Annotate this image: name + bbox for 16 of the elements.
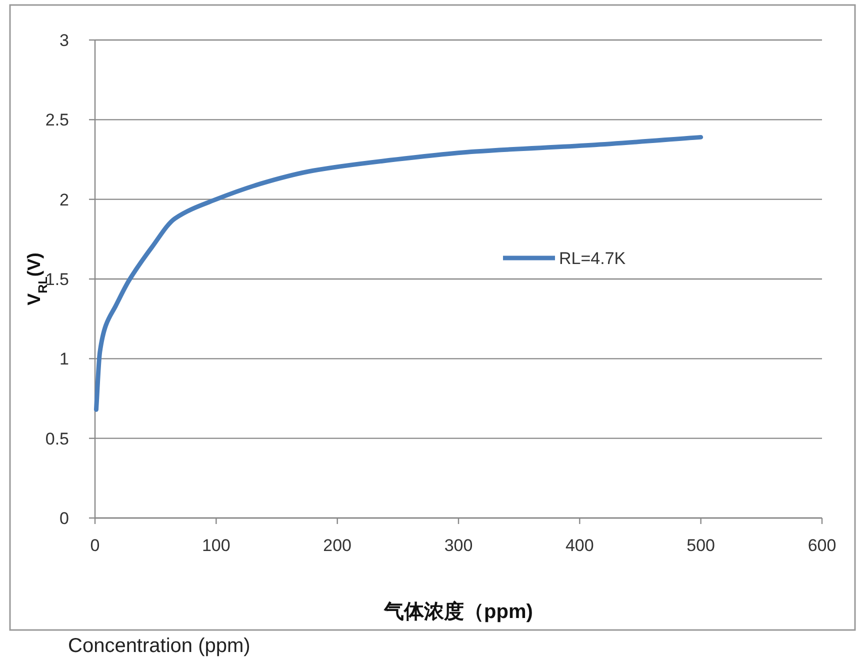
x-axis-title: 气体浓度（ppm)	[383, 600, 533, 623]
y-tick-label: 0	[60, 509, 69, 528]
x-tick-label: 200	[323, 536, 352, 555]
x-tick-label: 600	[808, 536, 836, 555]
y-tick-label: 1	[60, 350, 69, 369]
y-tick-label: 3	[60, 31, 69, 50]
x-tick-label: 400	[565, 536, 594, 555]
text: Concentration (ppm)	[68, 635, 250, 657]
legend-label: RL=4.7K	[559, 249, 626, 268]
y-tick-label: 2.5	[45, 110, 69, 130]
x-tick-label: 0	[90, 536, 100, 555]
x-tick-label: 100	[202, 536, 230, 555]
y-tick-label: 0.5	[45, 429, 69, 448]
y-tick-label: 2	[60, 190, 69, 210]
x-tick-label: 500	[686, 536, 716, 555]
x-tick-label: 300	[444, 536, 473, 555]
